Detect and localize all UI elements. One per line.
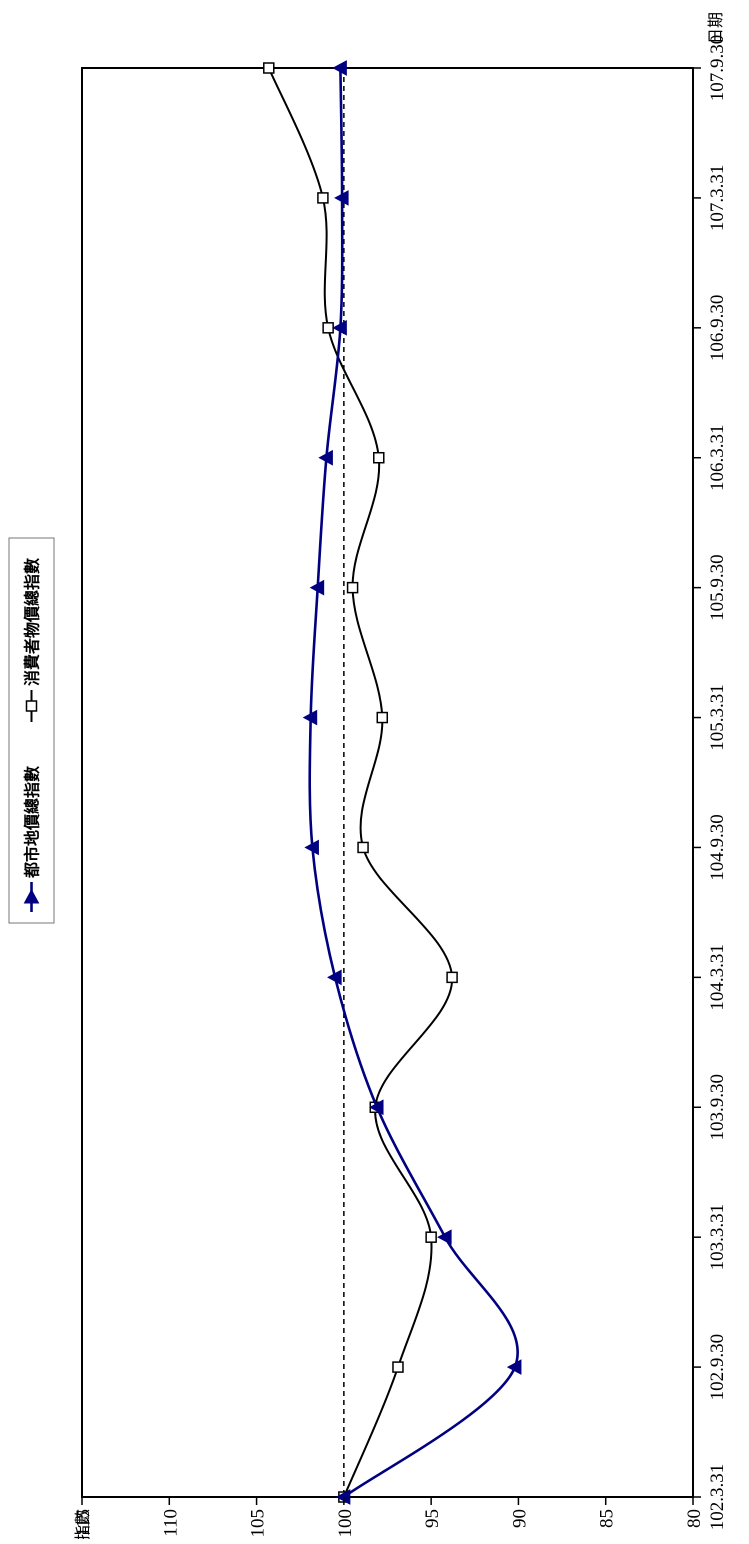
value-tick-label: 115 — [73, 1509, 94, 1537]
series-line — [308, 67, 519, 1499]
category-tick-label: 107.3.31 — [707, 165, 728, 232]
data-point — [346, 581, 359, 594]
category-tick-label: 102.9.30 — [707, 1334, 728, 1401]
category-tick-label: 105.3.31 — [707, 684, 728, 751]
value-tick-label: 80 — [684, 1509, 705, 1528]
category-tick-label: 107.9.30 — [707, 35, 728, 102]
plot-frame-layer — [81, 67, 694, 1498]
data-point — [437, 1229, 452, 1246]
data-point — [425, 1231, 437, 1243]
value-tick-label: 110 — [160, 1509, 181, 1537]
value-tick-label: 90 — [509, 1509, 530, 1528]
data-point — [506, 1359, 522, 1375]
series-layer — [263, 60, 522, 1505]
data-point — [332, 60, 347, 76]
data-point — [368, 1099, 384, 1116]
value-axis-title: 指數 — [74, 1509, 92, 1539]
category-tick-label: 104.3.31 — [707, 944, 728, 1011]
legend-triangle-icon — [23, 888, 40, 904]
data-point — [373, 451, 385, 464]
data-point — [392, 1361, 404, 1373]
series-land-price-index — [302, 60, 522, 1505]
data-point — [318, 449, 333, 466]
data-point — [263, 62, 275, 74]
data-point — [376, 711, 389, 724]
value-tick-label: 105 — [248, 1509, 269, 1538]
data-point — [446, 971, 458, 984]
plot-area-frame — [81, 67, 694, 1498]
tick-layer: 80 85 90 95 100 105 110 115 102.3.31 102.9.30 103.… — [73, 35, 728, 1538]
value-tick-label: 95 — [422, 1509, 443, 1528]
data-point — [327, 969, 342, 986]
data-point — [357, 841, 369, 854]
category-tick-label: 105.9.30 — [707, 554, 728, 621]
legend-box — [8, 537, 55, 924]
category-tick-label: 106.3.31 — [707, 424, 728, 491]
value-tick-label: 100 — [335, 1509, 356, 1538]
category-axis-title: 日期 — [707, 12, 725, 44]
data-point — [322, 322, 334, 334]
data-point — [302, 709, 318, 726]
legend-square-icon — [25, 700, 38, 712]
category-tick-label: 103.9.30 — [707, 1074, 728, 1141]
category-tick-label: 106.9.30 — [707, 295, 728, 362]
category-tick-label: 104.9.30 — [707, 814, 728, 881]
data-point — [334, 190, 349, 206]
series-cpi-index — [263, 62, 458, 1503]
category-tick-label: 103.3.31 — [707, 1204, 728, 1271]
data-point — [332, 319, 347, 336]
legend-label: 都市地價總指數 — [23, 766, 42, 879]
data-point — [309, 579, 325, 596]
legend-layer: 都市地價總指數 消費者物價總指數 — [8, 537, 55, 924]
legend-label: 消費者物價總指數 — [23, 558, 42, 686]
label-layer: 指數 日期 — [74, 12, 725, 1541]
category-tick-label: 102.3.31 — [707, 1464, 728, 1531]
data-point — [304, 839, 319, 856]
value-tick-label: 85 — [597, 1509, 618, 1528]
series-line — [267, 67, 454, 1498]
data-point — [317, 192, 329, 204]
